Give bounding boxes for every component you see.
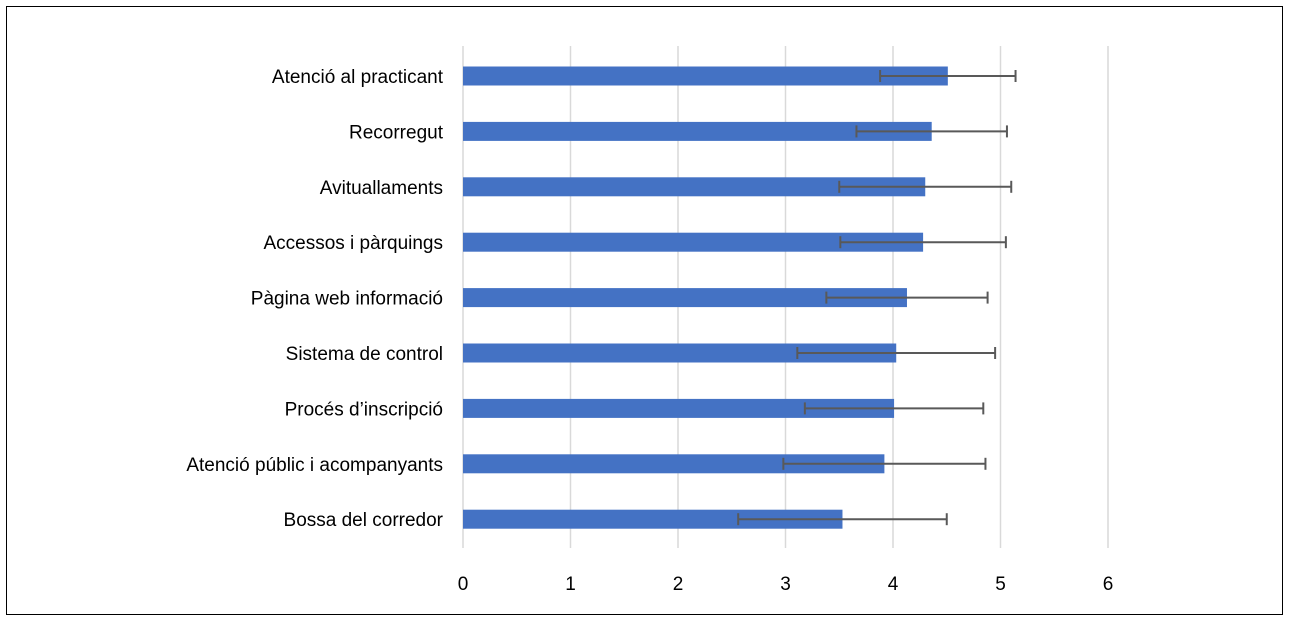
bar [463, 343, 897, 363]
category-label: Procés d’inscripció [285, 399, 443, 420]
category-label: Atenció públic i acompanyants [186, 455, 443, 476]
x-tick-label: 2 [673, 574, 684, 595]
category-label: Pàgina web informació [251, 289, 443, 310]
bar [463, 232, 924, 252]
x-tick-label: 6 [1103, 574, 1114, 595]
category-label: Bossa del corredor [284, 510, 444, 531]
bar [463, 121, 932, 141]
x-tick-label: 3 [780, 574, 791, 595]
x-tick-label: 5 [995, 574, 1006, 595]
bar [463, 398, 895, 418]
category-label: Recorregut [349, 122, 444, 143]
bar [463, 177, 926, 197]
x-tick-label: 0 [458, 574, 469, 595]
x-tick-label: 4 [888, 574, 899, 595]
bar [463, 454, 885, 474]
bar [463, 66, 948, 86]
category-label: Accessos i pàrquings [263, 233, 443, 254]
category-label: Atenció al practicant [272, 67, 444, 88]
bar [463, 288, 907, 308]
x-tick-label: 1 [565, 574, 576, 595]
category-label: Sistema de control [286, 344, 443, 365]
category-label: Avituallaments [320, 178, 443, 199]
bar [463, 509, 843, 529]
